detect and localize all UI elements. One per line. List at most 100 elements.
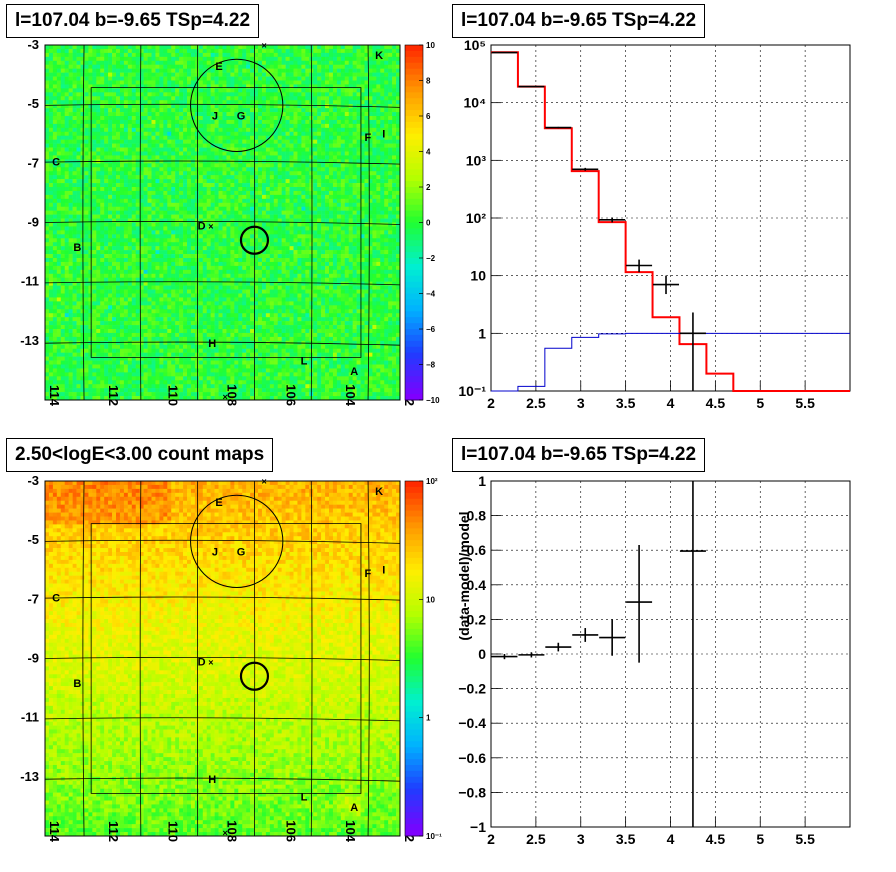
- spectrum-x-tick-label: 5: [756, 395, 764, 411]
- colorbar-tick-label: 4: [426, 148, 431, 157]
- spectrum-y-tick-label: 10⁵: [464, 37, 486, 53]
- map-grid-parallel: [44, 103, 401, 108]
- source-label-B: B: [73, 678, 81, 690]
- title-bottom-right: l=107.04 b=-9.65 TSp=4.22: [452, 438, 706, 472]
- map-x-tick-label: 104: [343, 820, 358, 842]
- title-top-right: l=107.04 b=-9.65 TSp=4.22: [452, 4, 706, 38]
- residual-y-tick-label: −0.6: [458, 750, 486, 766]
- map-x-tick-label: 114: [47, 821, 62, 843]
- map-grid-parallel: [44, 596, 401, 601]
- map-y-tick-label: -3: [27, 473, 39, 488]
- source-label-F: F: [365, 568, 372, 580]
- map-x-tick-label: 108: [225, 384, 240, 406]
- map-grid-parallel: [44, 539, 401, 544]
- roi-boundary: [90, 523, 362, 794]
- colorbar-tick-label: 10⁻¹: [426, 832, 442, 841]
- source-marker: ×: [262, 477, 267, 487]
- map-grid-parallel: [44, 220, 401, 225]
- source-label-A: A: [350, 802, 358, 814]
- source-label-L: L: [301, 356, 308, 368]
- colorbar-frame: [404, 480, 424, 837]
- colorbar-tick-label: −10: [426, 396, 440, 405]
- spectrum-y-tick-label: 1: [478, 325, 486, 341]
- map-y-tick-label: -9: [27, 215, 39, 230]
- spectrum-y-tick-label: 10³: [466, 152, 487, 168]
- residual-frame: [490, 480, 851, 828]
- map-x-tick-label: 112: [106, 385, 121, 406]
- source-label-I: I: [382, 564, 385, 576]
- residual-y-tick-label: 0.4: [467, 577, 487, 593]
- map-grid-meridian: [82, 480, 85, 837]
- target-source-circle: [239, 661, 270, 691]
- source-label-J: J: [212, 547, 218, 559]
- source-marker: ×: [262, 41, 267, 51]
- residual-x-tick-label: 2: [487, 831, 495, 847]
- map-x-tick-label: 110: [165, 821, 180, 842]
- map-grid-parallel: [44, 160, 401, 165]
- colorbar-tick-label: 8: [426, 77, 431, 86]
- roi-boundary: [90, 87, 362, 358]
- source-label-B: B: [73, 242, 81, 254]
- map-x-tick-label: 108: [225, 820, 240, 842]
- source-label-J: J: [212, 111, 218, 123]
- residual-y-tick-label: 0.8: [467, 508, 487, 524]
- colorbar-tick-label: 10²: [426, 477, 438, 486]
- spectrum-x-tick-label: 2: [487, 395, 495, 411]
- colorbar-tick-label: 10: [426, 41, 435, 50]
- map-x-tick-label: 106: [284, 384, 299, 406]
- colorbar-bottom-left: [405, 481, 423, 837]
- map-grid-parallel: [44, 281, 401, 286]
- source-label-D: D: [198, 657, 206, 669]
- source-label-L: L: [301, 792, 308, 804]
- residual-x-tick-label: 5: [756, 831, 764, 847]
- map-grid-parallel: [44, 777, 401, 782]
- residual-x-tick-label: 4: [667, 831, 675, 847]
- source-label-I: I: [382, 128, 385, 140]
- map-y-tick-label: -13: [20, 333, 39, 348]
- source-label-E: E: [215, 497, 222, 509]
- colorbar-tick-label: 1: [426, 714, 431, 723]
- source-label-E: E: [215, 61, 222, 73]
- residual-y-tick-label: −0.2: [458, 681, 486, 697]
- spectrum-y-tick-label: 10²: [466, 210, 487, 226]
- map-x-tick-label: 104: [343, 384, 358, 406]
- map-y-tick-label: -7: [27, 155, 39, 170]
- extended-source-circle: [190, 494, 284, 588]
- map-grid-parallel: [44, 717, 401, 722]
- source-marker: ×: [208, 658, 213, 668]
- map-y-tick-label: -7: [27, 591, 39, 606]
- residual-y-tick-label: 0.2: [467, 611, 487, 627]
- map-grid-parallel: [44, 341, 401, 346]
- source-label-D: D: [198, 221, 206, 233]
- source-marker: ×: [223, 392, 228, 402]
- spectrum-x-tick-label: 3: [577, 395, 585, 411]
- map-y-tick-label: -11: [21, 710, 39, 725]
- source-label-H: H: [208, 338, 216, 350]
- spectrum-y-tick-label: 10⁴: [464, 95, 487, 111]
- residual-x-tick-label: 2.5: [526, 831, 546, 847]
- residual-x-tick-label: 3.5: [616, 831, 636, 847]
- residual-y-tick-label: −0.4: [458, 715, 486, 731]
- map-y-tick-label: -5: [27, 96, 39, 111]
- spectrum-x-tick-label: 5.5: [795, 395, 815, 411]
- residual-y-tick-label: 0: [478, 646, 486, 662]
- map-grid-meridian: [139, 44, 142, 401]
- source-label-K: K: [375, 486, 383, 498]
- map-x-tick-label: 112: [106, 821, 121, 842]
- map-x-tick-label: 114: [47, 385, 62, 407]
- title-top-left: l=107.04 b=-9.65 TSp=4.22: [6, 4, 260, 38]
- spectrum-y-tick-label: 10⁻¹: [458, 383, 486, 399]
- map-x-tick-label: 110: [165, 385, 180, 406]
- target-source-circle: [239, 225, 270, 255]
- residual-x-tick-label: 3: [577, 831, 585, 847]
- source-marker: ×: [223, 828, 228, 838]
- map-y-tick-label: -3: [27, 37, 39, 52]
- residual-x-tick-label: 5.5: [795, 831, 815, 847]
- spectrum-y-tick-label: 10: [470, 268, 486, 284]
- spectrum-x-tick-label: 2.5: [526, 395, 546, 411]
- map-y-tick-label: -5: [27, 532, 39, 547]
- residual-y-tick-label: −1: [470, 819, 486, 835]
- source-label-G: G: [237, 111, 246, 123]
- map-grid-meridian: [139, 480, 142, 837]
